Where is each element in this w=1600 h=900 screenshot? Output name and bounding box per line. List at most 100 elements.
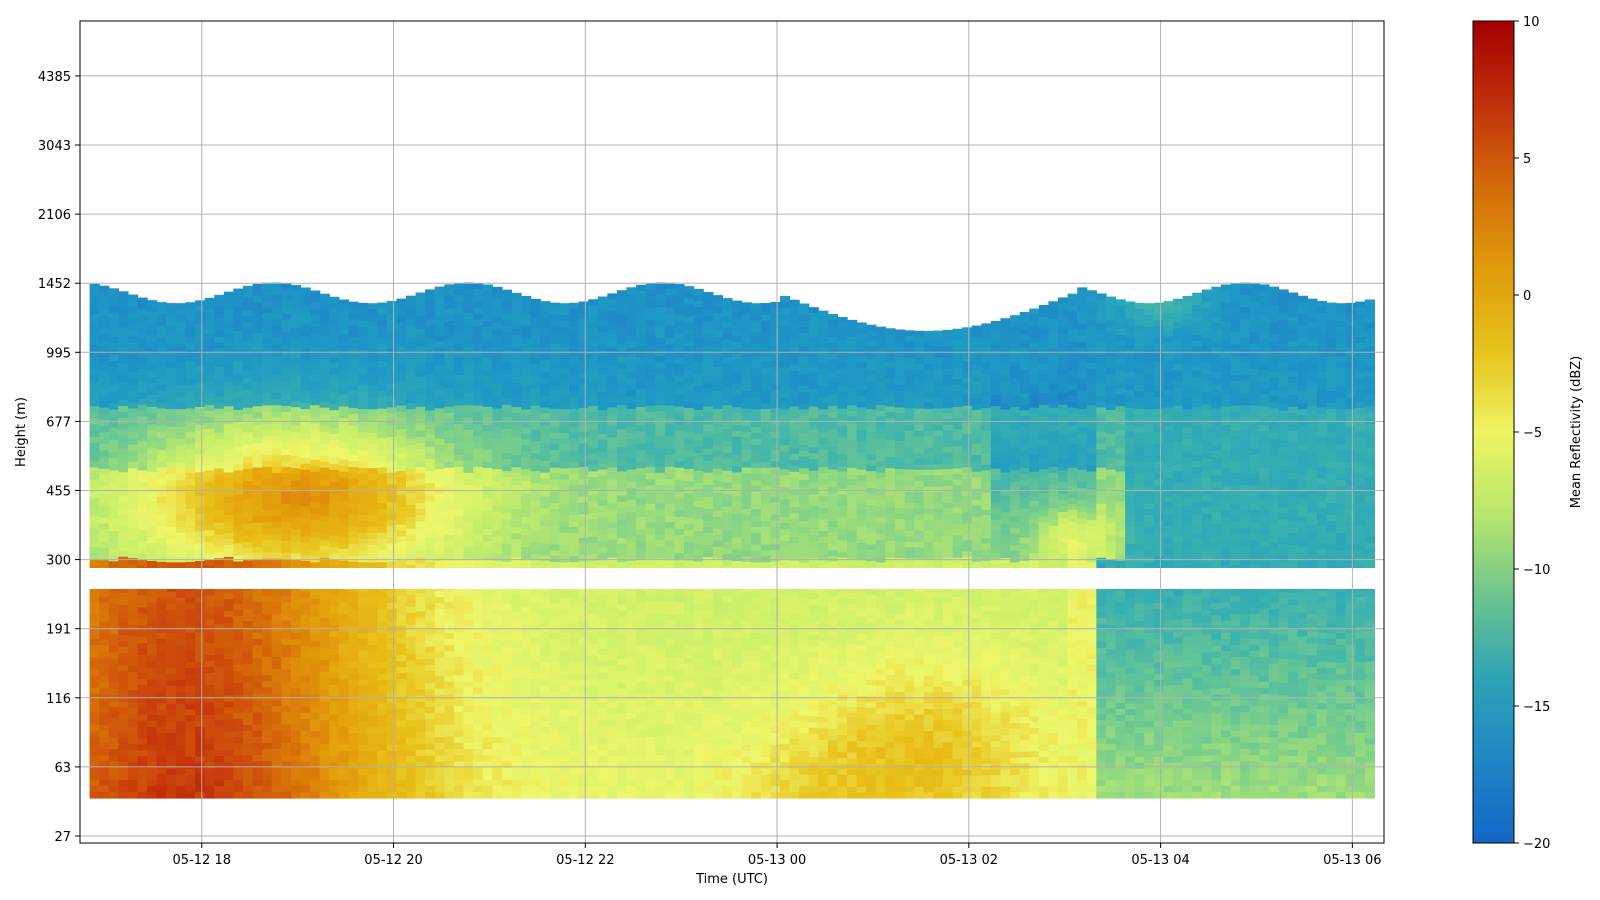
heatmap-cell bbox=[147, 400, 158, 408]
heatmap-cell bbox=[425, 507, 436, 515]
heatmap-cell bbox=[492, 365, 503, 373]
heatmap-cell bbox=[377, 715, 388, 722]
heatmap-cell bbox=[137, 500, 148, 507]
heatmap-cell bbox=[367, 691, 378, 699]
heatmap-cell bbox=[434, 749, 445, 756]
heatmap-cell bbox=[214, 756, 225, 763]
heatmap-cell bbox=[386, 448, 398, 456]
heatmap-cell bbox=[530, 387, 541, 395]
heatmap-cell bbox=[396, 643, 407, 650]
heatmap-cell bbox=[501, 549, 513, 557]
heatmap-cell bbox=[607, 599, 618, 607]
heatmap-cell bbox=[626, 670, 637, 677]
heatmap-cell bbox=[338, 376, 350, 384]
heatmap-cell bbox=[156, 597, 167, 604]
heatmap-cell bbox=[521, 295, 532, 303]
heatmap-cell bbox=[348, 614, 359, 622]
heatmap-cell bbox=[463, 773, 474, 781]
heatmap-cell bbox=[271, 540, 282, 548]
heatmap-cell bbox=[89, 363, 100, 371]
heatmap-cell bbox=[540, 626, 551, 633]
heatmap-cell bbox=[271, 620, 282, 627]
heatmap-cell bbox=[434, 530, 445, 537]
heatmap-cell bbox=[626, 682, 637, 690]
heatmap-cell bbox=[329, 607, 340, 614]
heatmap-cell bbox=[530, 494, 541, 502]
heatmap-cell bbox=[434, 645, 445, 653]
heatmap-cell bbox=[185, 396, 196, 404]
heatmap-cell bbox=[406, 516, 417, 524]
heatmap-cell bbox=[415, 418, 426, 426]
heatmap-cell bbox=[396, 762, 407, 769]
heatmap-cell bbox=[175, 733, 187, 740]
heatmap-cell bbox=[501, 604, 513, 611]
heatmap-cell bbox=[262, 601, 273, 609]
heatmap-cell bbox=[195, 715, 206, 722]
heatmap-cell bbox=[195, 466, 206, 473]
heatmap-cell bbox=[530, 423, 541, 431]
heatmap-cell bbox=[377, 485, 388, 492]
heatmap-cell bbox=[569, 420, 580, 428]
heatmap-cell bbox=[195, 537, 206, 544]
heatmap-cell bbox=[204, 631, 215, 638]
heatmap-cell bbox=[108, 543, 119, 550]
heatmap-cell bbox=[89, 344, 100, 352]
heatmap-cell bbox=[348, 443, 359, 450]
heatmap-cell bbox=[415, 683, 426, 691]
heatmap-cell bbox=[358, 444, 369, 451]
heatmap-cell bbox=[569, 467, 580, 475]
heatmap-cell bbox=[166, 438, 177, 446]
heatmap-cell bbox=[482, 480, 493, 487]
heatmap-cell bbox=[588, 548, 599, 556]
heatmap-cell bbox=[367, 585, 378, 593]
heatmap-cell bbox=[166, 326, 177, 334]
heatmap-cell bbox=[262, 607, 273, 615]
heatmap-cell bbox=[578, 537, 589, 545]
heatmap-cell bbox=[262, 626, 273, 633]
heatmap-cell bbox=[89, 669, 100, 677]
heatmap-cell bbox=[425, 743, 436, 751]
heatmap-cell bbox=[377, 408, 388, 416]
heatmap-cell bbox=[569, 597, 580, 605]
heatmap-cell bbox=[655, 644, 666, 652]
heatmap-cell bbox=[578, 543, 589, 551]
heatmap-cell bbox=[300, 670, 311, 678]
heatmap-cell bbox=[444, 632, 455, 640]
heatmap-cell bbox=[271, 755, 282, 762]
heatmap-cell bbox=[300, 615, 311, 623]
heatmap-cell bbox=[636, 284, 647, 292]
heatmap-cell bbox=[319, 713, 330, 721]
heatmap-cell bbox=[89, 657, 100, 664]
heatmap-cell bbox=[530, 524, 541, 532]
heatmap-cell bbox=[664, 724, 676, 732]
heatmap-cell bbox=[482, 437, 493, 445]
heatmap-cell bbox=[588, 786, 599, 793]
heatmap-cell bbox=[406, 355, 417, 363]
heatmap-cell bbox=[223, 629, 235, 636]
heatmap-cell bbox=[588, 691, 599, 698]
heatmap-cell bbox=[501, 313, 513, 321]
heatmap-cell bbox=[358, 462, 369, 469]
heatmap-cell bbox=[281, 638, 292, 646]
heatmap-cell bbox=[425, 773, 436, 781]
heatmap-cell bbox=[338, 661, 350, 669]
heatmap-cell bbox=[444, 357, 455, 365]
heatmap-cell bbox=[156, 650, 167, 657]
heatmap-cell bbox=[473, 411, 484, 419]
heatmap-cell bbox=[156, 467, 167, 474]
heatmap-cell bbox=[501, 761, 513, 769]
heatmap-cell bbox=[530, 714, 541, 722]
heatmap-cell bbox=[492, 505, 503, 513]
heatmap-cell bbox=[262, 454, 273, 462]
heatmap-cell bbox=[530, 590, 541, 597]
heatmap-cell bbox=[463, 669, 474, 676]
heatmap-cell bbox=[578, 331, 589, 338]
heatmap-cell bbox=[147, 632, 158, 639]
heatmap-cell bbox=[319, 545, 330, 553]
heatmap-cell bbox=[175, 768, 187, 776]
heatmap-cell bbox=[300, 621, 311, 629]
heatmap-cell bbox=[156, 526, 167, 533]
heatmap-cell bbox=[636, 431, 647, 439]
heatmap-cell bbox=[300, 305, 311, 313]
heatmap-cell bbox=[501, 719, 513, 726]
